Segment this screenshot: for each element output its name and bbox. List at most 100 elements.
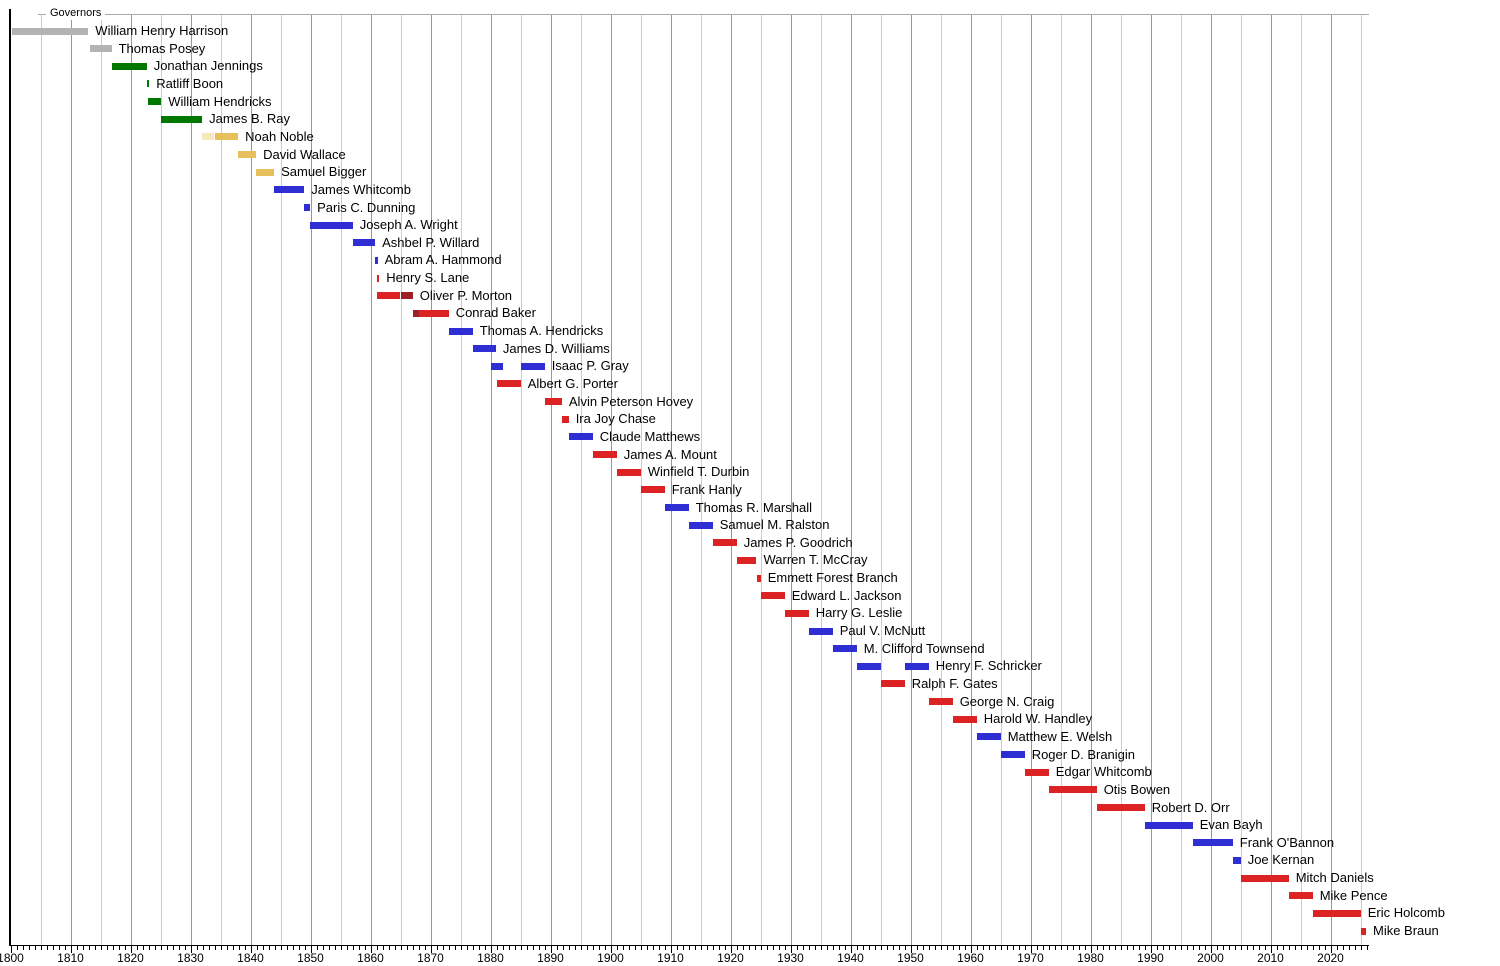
axis-tick-1875 [460, 946, 462, 950]
axis-tick-1831 [196, 946, 198, 950]
grid-line-1885 [520, 14, 522, 945]
axis-tick-1845 [280, 946, 282, 950]
axis-tick-1918 [718, 946, 720, 950]
axis-tick-1964 [994, 946, 996, 950]
axis-tick-1947 [892, 946, 894, 950]
axis-tick-1859 [364, 946, 366, 950]
grid-line-1900 [610, 14, 612, 945]
axis-tick-2019 [1324, 946, 1326, 950]
governor-bar [568, 433, 593, 441]
grid-line-1850 [310, 14, 312, 945]
axis-tick-1956 [946, 946, 948, 950]
governor-label: Winfield T. Durbin [647, 464, 750, 480]
axis-tick-1993 [1168, 946, 1170, 950]
axis-tick-1932 [802, 946, 804, 950]
axis-tick-1827 [172, 946, 174, 950]
governor-label: Mike Braun [1373, 923, 1439, 939]
axis-tick-1997 [1192, 946, 1194, 950]
governor-bar [856, 662, 881, 670]
governor-label: Noah Noble [245, 129, 314, 145]
axis-tick-1881 [496, 946, 498, 950]
axis-tick-1914 [694, 946, 696, 950]
grid-line-1940 [850, 14, 852, 945]
governor-bar [1192, 839, 1233, 847]
axis-tick-1871 [436, 946, 438, 950]
axis-tick-1841 [256, 946, 258, 950]
governor-label: James A. Mount [623, 446, 717, 462]
grid-line-2005 [1240, 14, 1242, 945]
governor-bar [544, 398, 562, 406]
axis-tick-1819 [124, 946, 126, 950]
axis-tick-1925 [760, 946, 762, 950]
axis-tick-1959 [964, 946, 966, 950]
governor-bar [146, 80, 150, 88]
governor-bar [448, 327, 473, 335]
axis-tick-1949 [904, 946, 906, 950]
axis-tick-1939 [844, 946, 846, 950]
axis-tick-1887 [532, 946, 534, 950]
grid-line-1970 [1030, 14, 1032, 945]
axis-tick-2018 [1318, 946, 1320, 950]
axis-tick-label: 2020 [1317, 951, 1344, 965]
axis-tick-1850 [310, 946, 312, 953]
governor-label: Warren T. McCray [763, 552, 868, 568]
axis-tick-2009 [1264, 946, 1266, 950]
axis-tick-2023 [1348, 946, 1350, 950]
governor-label: Alvin Peterson Hovey [568, 393, 694, 409]
axis-tick-1836 [226, 946, 228, 950]
governor-label: James P. Goodrich [743, 534, 853, 550]
axis-tick-1849 [304, 946, 306, 950]
axis-tick-1861 [376, 946, 378, 950]
grid-line-1870 [430, 14, 432, 945]
axis-tick-1804 [34, 946, 36, 950]
grid-line-1875 [460, 14, 462, 945]
axis-tick-1948 [898, 946, 900, 950]
governor-label: Albert G. Porter [527, 376, 618, 392]
governor-bar [304, 204, 311, 211]
governor-bar [214, 133, 239, 141]
axis-tick-1838 [238, 946, 240, 950]
governor-label: M. Clifford Townsend [863, 640, 985, 656]
axis-tick-1842 [262, 946, 264, 950]
axis-tick-1983 [1108, 946, 1110, 950]
axis-tick-1829 [184, 946, 186, 950]
axis-tick-1867 [412, 946, 414, 950]
axis-tick-1979 [1084, 946, 1086, 950]
axis-tick-1913 [688, 946, 690, 950]
grid-line-1930 [790, 14, 792, 945]
axis-tick-1892 [562, 946, 564, 950]
axis-tick-1978 [1078, 946, 1080, 950]
governor-label: Eric Holcomb [1367, 905, 1445, 921]
axis-tick-1862 [382, 946, 384, 950]
axis-tick-1930 [790, 946, 792, 953]
grid-line-2020 [1330, 14, 1332, 945]
axis-tick-2016 [1306, 946, 1308, 950]
grid-line-1860 [370, 14, 372, 945]
axis-tick-2000 [1210, 946, 1212, 953]
governor-label: Harold W. Handley [983, 711, 1093, 727]
grid-line-2000 [1210, 14, 1212, 945]
axis-tick-1936 [826, 946, 828, 950]
axis-tick-1954 [934, 946, 936, 950]
grid-line-2025 [1360, 14, 1362, 945]
axis-tick-1810 [70, 946, 72, 953]
governor-label: Henry S. Lane [386, 270, 470, 286]
governor-label: Matthew E. Welsh [1007, 729, 1113, 745]
governor-bar [616, 468, 641, 476]
axis-tick-2002 [1222, 946, 1224, 950]
axis-tick-1865 [400, 946, 402, 950]
axis-tick-1969 [1024, 946, 1026, 950]
governor-label: Thomas Posey [118, 40, 206, 56]
axis-tick-1846 [286, 946, 288, 950]
axis-tick-1980 [1090, 946, 1092, 953]
axis-tick-1844 [274, 946, 276, 950]
axis-tick-label: 1910 [657, 951, 684, 965]
axis-tick-2017 [1312, 946, 1314, 950]
axis-tick-1966 [1006, 946, 1008, 950]
axis-tick-1938 [838, 946, 840, 950]
governor-bar [640, 486, 665, 494]
governor-label: Harry G. Leslie [815, 605, 903, 621]
grid-line-1910 [670, 14, 672, 945]
axis-tick-2022 [1342, 946, 1344, 950]
